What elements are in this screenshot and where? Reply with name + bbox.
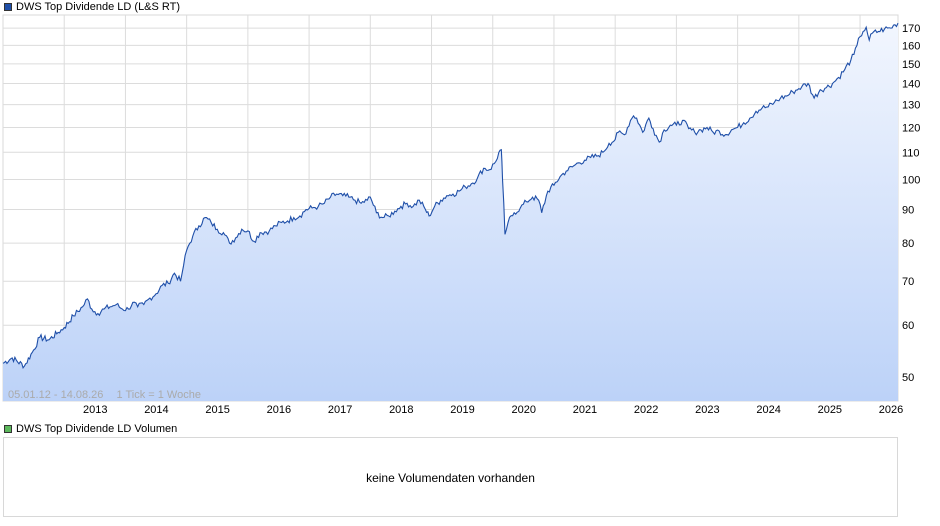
x-tick-label: 2021	[573, 404, 597, 416]
y-tick-label: 120	[902, 122, 920, 134]
x-tick-label: 2026	[879, 404, 903, 416]
volume-legend-label: DWS Top Dividende LD Volumen	[16, 423, 178, 435]
x-tick-label: 2023	[695, 404, 719, 416]
y-tick-label: 140	[902, 79, 920, 91]
price-legend-swatch	[4, 3, 12, 11]
y-tick-label: 80	[902, 238, 914, 250]
y-tick-label: 60	[902, 320, 914, 332]
range-info: 05.01.12 - 14.08.26 1 Tick = 1 Woche	[8, 389, 201, 401]
x-tick-label: 2018	[389, 404, 413, 416]
y-tick-label: 70	[902, 276, 914, 288]
x-tick-label: 2014	[144, 404, 168, 416]
x-tick-label: 2017	[328, 404, 352, 416]
x-tick-label: 2019	[450, 404, 474, 416]
volume-empty-message: keine Volumendaten vorhanden	[366, 471, 535, 485]
x-tick-label: 2013	[83, 404, 107, 416]
volume-legend: DWS Top Dividende LD Volumen	[4, 423, 177, 435]
x-tick-label: 2022	[634, 404, 658, 416]
price-area-fill	[3, 23, 898, 401]
y-tick-label: 50	[902, 372, 914, 384]
y-tick-label: 160	[902, 40, 920, 52]
volume-legend-swatch	[4, 425, 12, 433]
price-legend-label: DWS Top Dividende LD (L&S RT)	[16, 1, 181, 13]
x-tick-label: 2016	[267, 404, 291, 416]
price-line	[2, 22, 899, 369]
range-info-dates: 05.01.12 - 14.08.26	[8, 389, 103, 401]
y-tick-label: 110	[902, 147, 920, 159]
y-tick-label: 130	[902, 100, 920, 112]
x-axis-ticks: 2013 2014 2015 2016 2017 2018 2019 2020 2021 2022…	[83, 404, 903, 416]
y-tick-label: 150	[902, 59, 920, 71]
y-axis-ticks: 50 60 70 80 90 100 110 120 130 140 150 160 170	[902, 23, 920, 384]
x-tick-label: 2020	[511, 404, 535, 416]
y-tick-label: 170	[902, 23, 920, 35]
x-tick-label: 2025	[818, 404, 842, 416]
price-legend: DWS Top Dividende LD (L&S RT)	[4, 1, 180, 13]
y-tick-label: 100	[902, 174, 920, 186]
volume-panel: keine Volumendaten vorhanden	[3, 437, 898, 517]
x-tick-label: 2015	[205, 404, 229, 416]
range-info-tick: 1 Tick = 1 Woche	[116, 389, 200, 401]
x-tick-label: 2024	[756, 404, 780, 416]
y-tick-label: 90	[902, 205, 914, 217]
